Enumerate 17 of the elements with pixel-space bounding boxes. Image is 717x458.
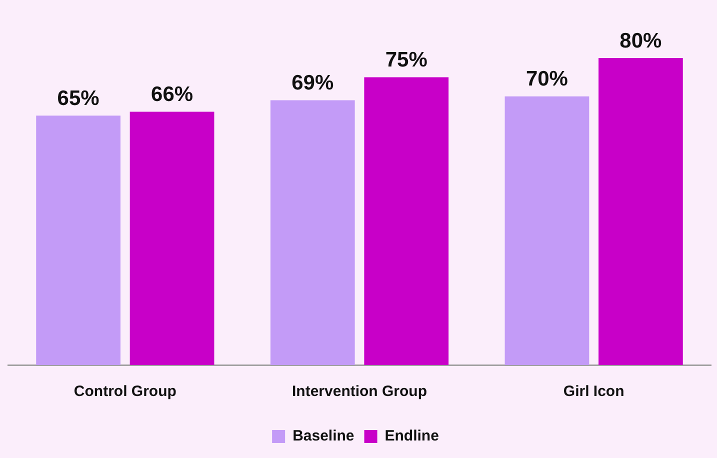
legend-label: Baseline bbox=[292, 428, 354, 445]
bar bbox=[598, 58, 683, 365]
data-label: 75% bbox=[385, 48, 428, 72]
bar bbox=[270, 100, 355, 365]
bar bbox=[364, 77, 449, 365]
x-tick-label: Girl Icon bbox=[563, 383, 624, 400]
data-label: 65% bbox=[57, 86, 100, 110]
data-label: 66% bbox=[151, 83, 194, 106]
data-label: 70% bbox=[526, 68, 568, 91]
bar bbox=[130, 112, 214, 365]
bar bbox=[36, 116, 120, 365]
bar bbox=[504, 96, 590, 365]
data-label: 69% bbox=[292, 72, 334, 95]
x-tick-label: Control Group bbox=[74, 383, 176, 400]
legend-label: Endline bbox=[384, 428, 439, 445]
x-tick-label: Intervention Group bbox=[292, 383, 427, 400]
data-label: 80% bbox=[620, 29, 662, 52]
